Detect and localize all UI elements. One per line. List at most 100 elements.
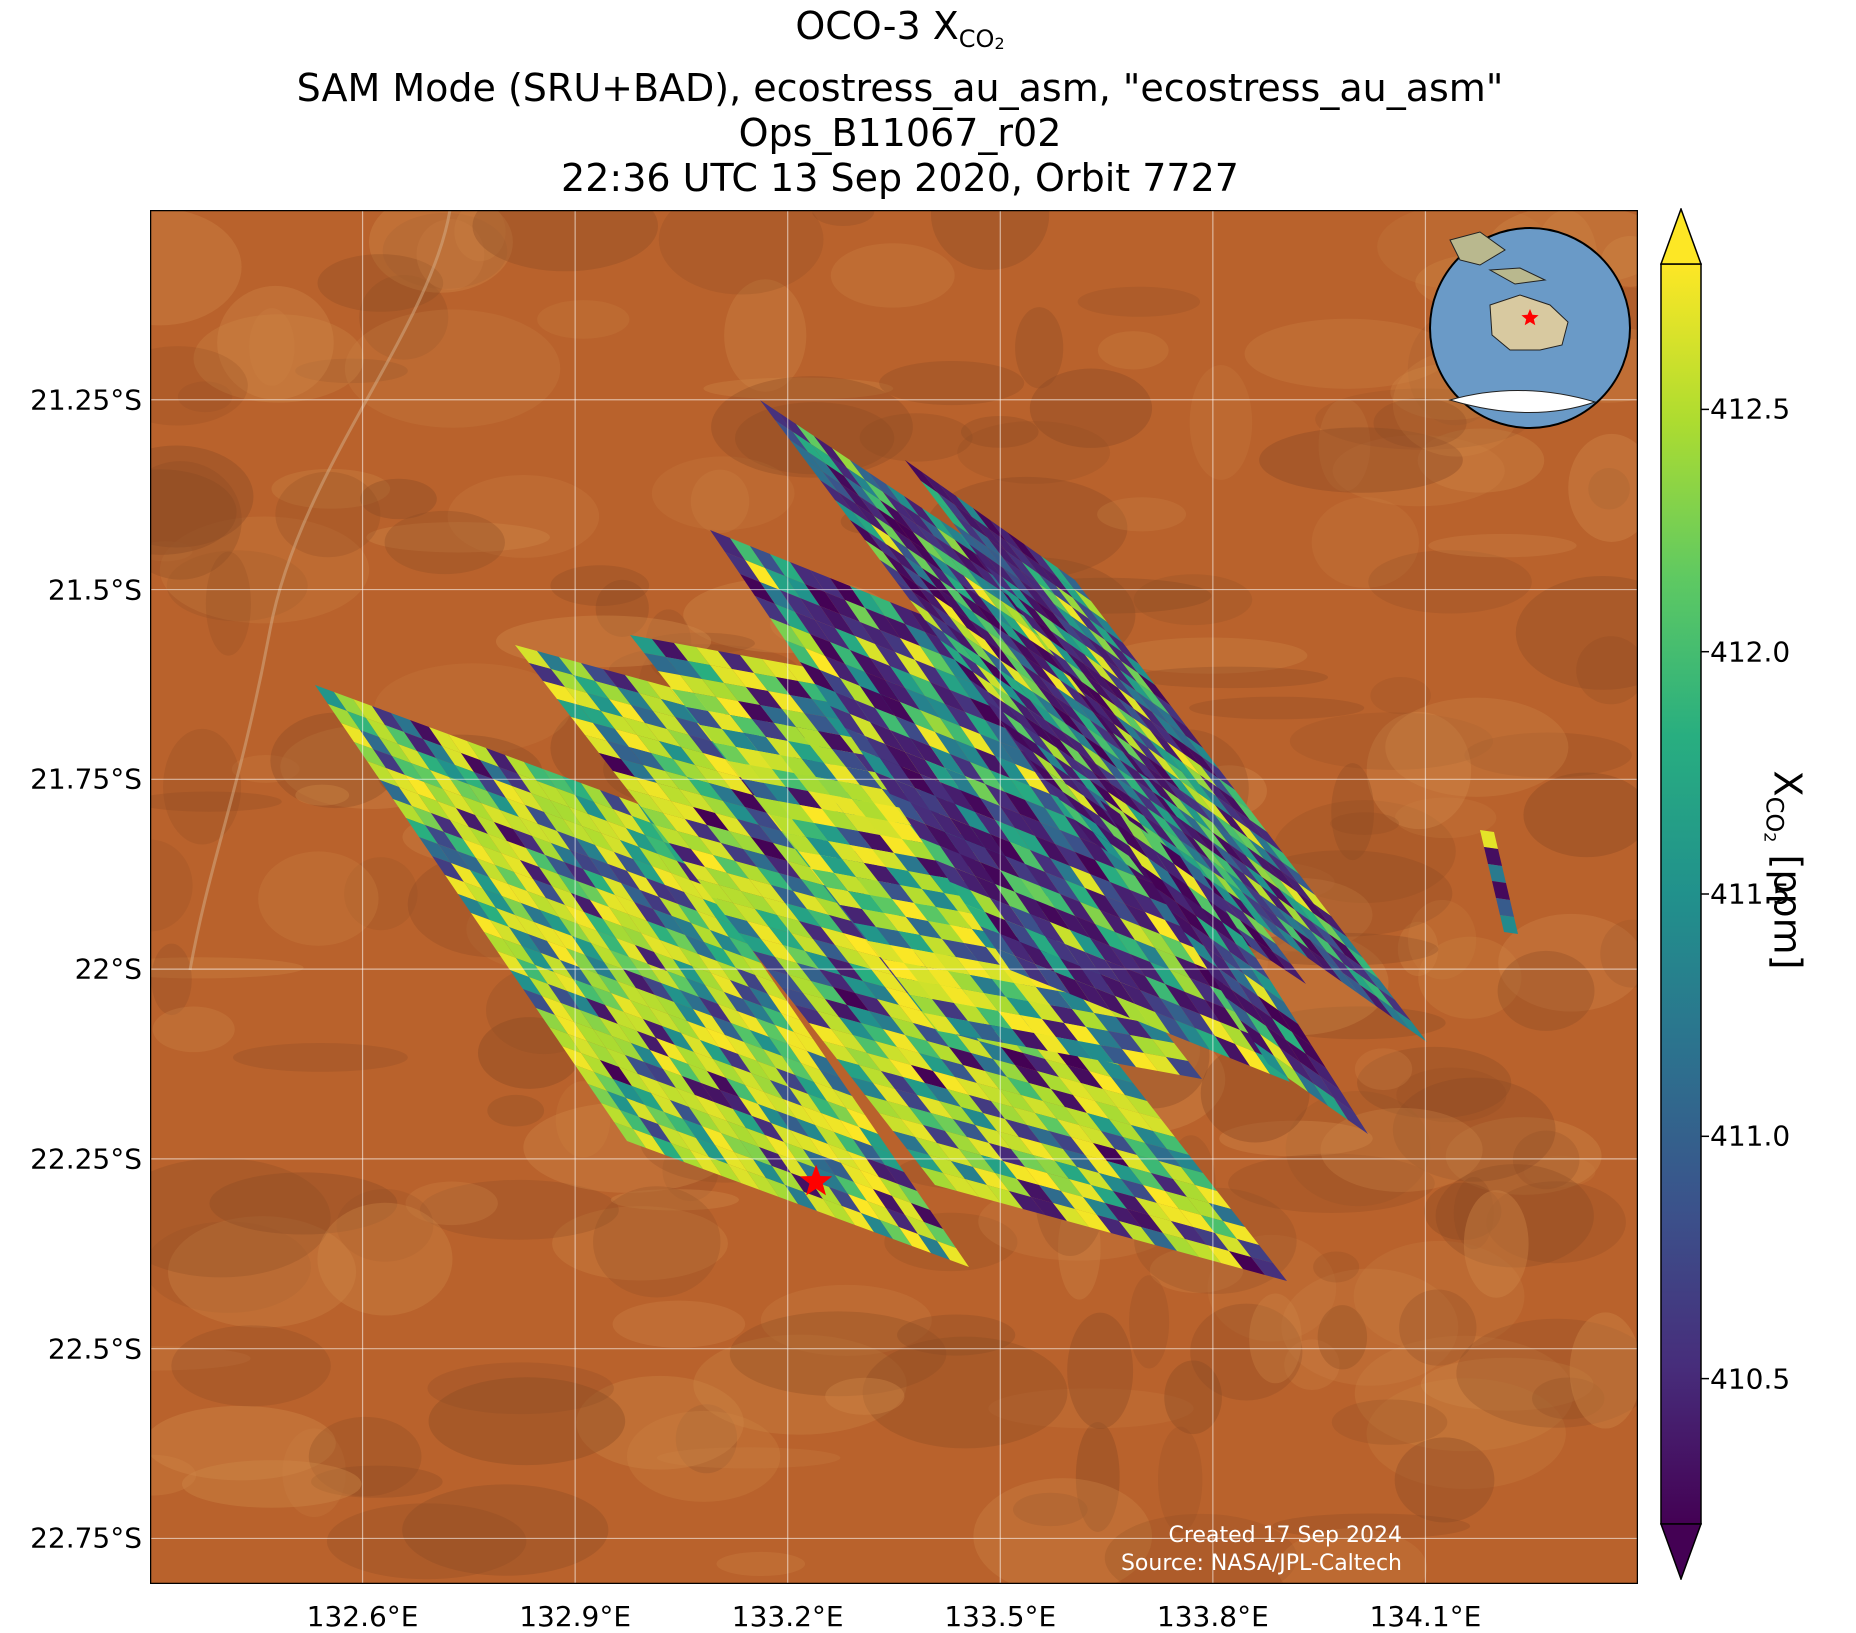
sounding-pixel — [759, 1147, 791, 1173]
sounding-pixel — [714, 743, 750, 765]
sounding-pixel — [1171, 1221, 1207, 1245]
sounding-pixel — [1247, 847, 1280, 880]
sounding-pixel — [1117, 1107, 1153, 1131]
sounding-pixel — [870, 594, 905, 624]
sounding-pixel — [823, 1041, 859, 1065]
sounding-pixel — [990, 898, 1025, 928]
sounding-pixel — [931, 604, 964, 636]
sounding-pixel — [1093, 772, 1126, 804]
sounding-pixel — [617, 981, 649, 1007]
sounding-pixel — [1003, 568, 1036, 601]
sounding-pixel — [930, 746, 965, 776]
sounding-pixel — [590, 900, 622, 926]
sounding-pixel — [973, 612, 1006, 644]
sounding-pixel — [679, 789, 715, 813]
sounding-pixel — [651, 753, 687, 777]
sounding-pixel — [1240, 920, 1273, 952]
sounding-pixel — [1134, 836, 1168, 872]
sounding-pixel — [1306, 1054, 1340, 1090]
sounding-pixel — [471, 913, 503, 939]
sounding-pixel — [928, 552, 961, 584]
sounding-pixel — [1193, 838, 1226, 871]
lon-tick-label: 132.6°E — [306, 1600, 419, 1633]
sounding-pixel — [1057, 748, 1090, 780]
sounding-pixel — [800, 598, 835, 628]
sounding-pixel — [713, 855, 749, 879]
sounding-pixel — [760, 400, 793, 432]
sounding-pixel — [1099, 1173, 1135, 1197]
sounding-pixel — [488, 834, 520, 860]
sounding-pixel — [596, 888, 628, 914]
sounding-pixel — [1025, 928, 1060, 958]
sounding-pixel — [854, 923, 890, 945]
sounding-pixel — [747, 921, 783, 945]
sounding-pixel — [1056, 1037, 1092, 1059]
sounding-pixel — [1150, 730, 1183, 763]
sounding-pixel — [850, 520, 883, 552]
sounding-pixel — [716, 697, 752, 719]
sounding-pixel — [749, 987, 781, 1013]
sounding-pixel — [522, 946, 554, 972]
sounding-pixel — [961, 644, 994, 676]
sounding-pixel — [877, 508, 910, 540]
sounding-pixel — [1128, 844, 1162, 880]
sounding-pixel — [970, 560, 1003, 592]
sounding-pixel — [905, 816, 940, 846]
sounding-pixel — [1055, 595, 1088, 628]
sounding-pixel — [1015, 892, 1050, 922]
sounding-pixel — [1063, 1149, 1099, 1173]
sounding-pixel — [484, 932, 516, 958]
sounding-pixel — [669, 843, 705, 867]
sounding-pixel — [845, 728, 880, 758]
sounding-pixel — [680, 675, 716, 697]
sounding-pixel — [842, 859, 878, 881]
sounding-pixel — [649, 1007, 681, 1033]
sounding-pixel — [1201, 766, 1234, 799]
sounding-pixel — [973, 672, 1006, 704]
sounding-pixel — [1260, 895, 1293, 928]
sounding-pixel — [1241, 901, 1274, 934]
sounding-pixel — [1017, 1179, 1053, 1203]
sounding-pixel — [1280, 1048, 1314, 1084]
sounding-pixel — [1180, 840, 1213, 872]
sounding-pixel — [429, 727, 461, 753]
sounding-pixel — [1081, 804, 1114, 836]
sounding-pixel — [599, 1017, 631, 1043]
sounding-pixel — [777, 1111, 809, 1137]
sounding-pixel — [565, 905, 597, 931]
sounding-pixel — [693, 807, 729, 831]
sounding-pixel — [1122, 652, 1155, 685]
sounding-pixel — [1488, 864, 1506, 883]
sounding-pixel — [652, 866, 684, 892]
sounding-pixel — [690, 1150, 722, 1176]
sounding-pixel — [1185, 745, 1218, 778]
sounding-pixel — [1309, 949, 1342, 982]
sounding-pixel — [595, 845, 627, 871]
sounding-pixel — [980, 798, 1015, 828]
sounding-pixel — [889, 536, 922, 568]
sounding-pixel — [886, 867, 922, 889]
sounding-pixel — [892, 899, 928, 921]
sounding-pixel — [802, 759, 838, 781]
sounding-pixel — [1045, 780, 1078, 812]
sounding-pixel — [820, 480, 853, 512]
sounding-pixel — [738, 701, 774, 723]
sounding-pixel — [789, 1087, 821, 1113]
sounding-pixel — [1240, 1020, 1274, 1056]
sounding-pixel — [979, 656, 1012, 688]
sounding-pixel — [1110, 946, 1145, 976]
sounding-pixel — [1030, 786, 1065, 816]
sounding-pixel — [1081, 744, 1114, 776]
sounding-pixel — [885, 680, 920, 710]
sounding-pixel — [1021, 1095, 1057, 1119]
sounding-pixel — [1027, 648, 1060, 680]
sounding-pixel — [796, 424, 829, 456]
sounding-pixel — [1006, 644, 1039, 676]
sounding-pixel — [607, 1091, 639, 1117]
sounding-pixel — [1265, 850, 1298, 883]
sounding-pixel — [1100, 800, 1134, 836]
sounding-pixel — [556, 788, 588, 814]
sounding-pixel — [1496, 898, 1514, 917]
sounding-pixel — [958, 652, 991, 684]
sounding-pixel — [566, 948, 598, 974]
